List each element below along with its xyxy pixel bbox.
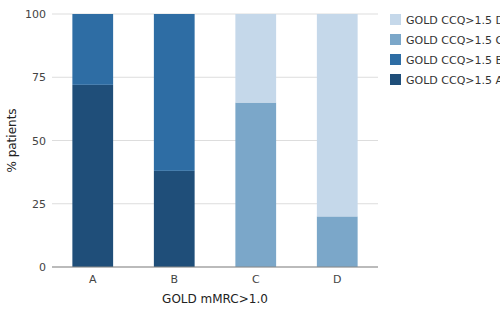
bar-segment [154,14,195,15]
bar-segment [72,14,113,85]
bar-segment [154,14,195,171]
x-axis-line [52,267,378,268]
chart: 0 25 50 75 100 A B C D GOLD mMRC>1.0 % patients GOL… [0,0,500,313]
x-tick-label: B [170,273,178,286]
bar-segment [72,85,113,267]
bar-segment [317,216,358,267]
legend-swatch [390,54,401,65]
y-tick-label: 100 [25,8,46,21]
y-tick-label: 25 [32,198,46,211]
x-tick-label: D [333,273,341,286]
chart-container: 0 25 50 75 100 A B C D GOLD mMRC>1.0 % patients GOL… [0,0,500,313]
legend-label: GOLD CCQ>1.5 B [406,54,500,67]
bar-segment [154,14,195,15]
y-tick-label: 50 [32,135,46,148]
legend-label: GOLD CCQ>1.5 A [406,74,500,87]
bar-segment [72,14,113,15]
legend-swatch [390,34,401,45]
legend: GOLD CCQ>1.5 D GOLD CCQ>1.5 C GOLD CCQ>1.5… [390,14,500,87]
bar-segment [72,14,113,15]
legend-swatch [390,74,401,85]
bars [72,14,357,267]
bar-segment [154,171,195,267]
bar-segment [235,103,276,267]
y-axis-title: % patients [5,108,19,172]
y-tick-label: 75 [32,71,46,84]
bar-segment [235,14,276,103]
bar-segment [317,14,358,216]
x-tick-label: C [252,273,260,286]
legend-label: GOLD CCQ>1.5 C [406,34,500,47]
x-tick-label: A [89,273,97,286]
grid-line [52,267,378,268]
legend-label: GOLD CCQ>1.5 D [406,14,500,27]
y-tick-label: 0 [39,261,46,274]
legend-swatch [390,14,401,25]
y-grid [52,14,378,267]
x-axis-title: GOLD mMRC>1.0 [162,292,268,306]
